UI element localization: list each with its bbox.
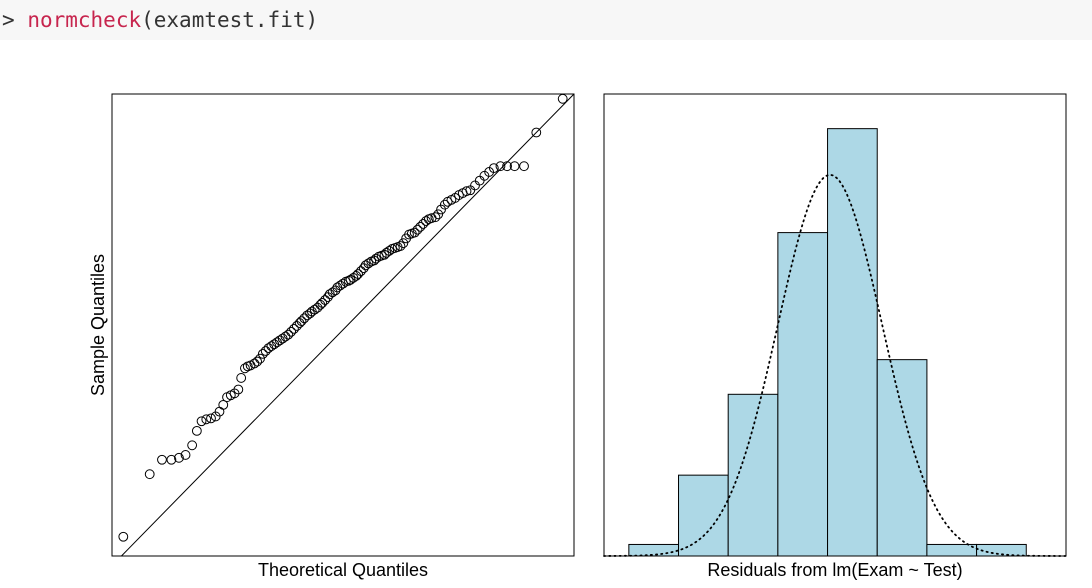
qq-point xyxy=(418,219,429,229)
qq-point xyxy=(309,304,320,315)
histogram-panel: Residuals from lm(Exam ~ Test) xyxy=(603,93,1067,580)
qq-point xyxy=(317,297,328,308)
qq-point xyxy=(343,275,354,286)
qq-point xyxy=(201,414,212,425)
histogram-bar xyxy=(727,393,779,557)
histogram-x-axis-label: Residuals from lm(Exam ~ Test) xyxy=(707,560,962,580)
qq-point xyxy=(260,346,271,356)
qq-point xyxy=(384,245,395,256)
qq-point xyxy=(430,212,441,223)
qq-point xyxy=(495,161,506,172)
qq-point xyxy=(338,278,348,289)
function-argument: examtest.fit xyxy=(153,8,306,32)
qq-point xyxy=(409,227,420,238)
qq-point xyxy=(433,209,444,220)
histogram-frame xyxy=(603,93,1067,557)
qq-points xyxy=(118,93,568,542)
qq-point xyxy=(421,216,431,226)
qq-point xyxy=(296,316,307,327)
qq-point xyxy=(299,313,310,324)
qq-point xyxy=(353,269,363,279)
qq-point xyxy=(229,388,240,399)
qq-point xyxy=(461,186,472,197)
qq-point xyxy=(415,221,426,232)
histogram-bar xyxy=(678,474,729,557)
qq-point xyxy=(412,224,423,235)
console-prompt: > xyxy=(2,8,15,32)
qq-point xyxy=(398,238,409,249)
qq-y-axis-label: Sample Quantiles xyxy=(88,254,108,396)
qq-point xyxy=(187,440,198,451)
histogram-bar xyxy=(628,543,680,557)
qq-x-axis-label: Theoretical Quantiles xyxy=(258,560,428,580)
qq-point xyxy=(157,454,167,465)
qq-point xyxy=(249,358,260,369)
qq-point xyxy=(218,399,229,410)
histogram-bar xyxy=(827,128,878,557)
qq-point xyxy=(371,253,381,264)
qq-point xyxy=(236,373,247,383)
qq-point xyxy=(289,323,299,334)
qq-point xyxy=(118,531,129,542)
normal-density-curve xyxy=(603,173,1067,557)
qq-point xyxy=(191,425,202,436)
qq-point xyxy=(283,329,294,340)
function-name: normcheck xyxy=(27,8,142,32)
histogram-bar xyxy=(876,359,928,557)
qq-point xyxy=(257,348,268,359)
qq-point xyxy=(206,413,216,424)
close-paren: ) xyxy=(305,8,319,32)
qq-point xyxy=(174,452,184,463)
histogram-bar xyxy=(777,232,829,557)
qq-plot-frame xyxy=(111,93,575,557)
console-command-line: > normcheck(examtest.fit) xyxy=(0,0,1092,40)
qq-point xyxy=(327,287,338,298)
qq-point xyxy=(144,469,155,480)
qq-point xyxy=(280,331,291,342)
normcheck-plots: Theoretical Quantiles Sample Quantiles R… xyxy=(88,93,1067,580)
qq-point xyxy=(255,353,265,364)
qq-point xyxy=(240,363,250,374)
qq-point xyxy=(439,199,450,210)
qq-point xyxy=(470,180,480,191)
qq-point xyxy=(180,450,191,460)
qq-point xyxy=(166,454,177,465)
open-paren: ( xyxy=(141,8,154,32)
qq-point xyxy=(320,295,330,305)
qq-point xyxy=(363,258,374,269)
qq-point xyxy=(488,163,499,174)
qq-point xyxy=(196,416,207,427)
qq-point xyxy=(519,161,529,172)
qq-point xyxy=(509,161,520,172)
qq-plot-panel: Theoretical Quantiles Sample Quantiles xyxy=(88,93,575,580)
qq-point xyxy=(286,326,297,337)
qq-point xyxy=(474,175,485,186)
histogram-bars xyxy=(628,128,1027,557)
qq-reference-line xyxy=(121,93,575,557)
qq-point xyxy=(233,384,244,395)
qq-point xyxy=(356,266,366,277)
qq-point xyxy=(252,356,263,367)
qq-point xyxy=(395,241,406,251)
histogram-bar xyxy=(926,543,978,557)
qq-point xyxy=(531,127,542,138)
